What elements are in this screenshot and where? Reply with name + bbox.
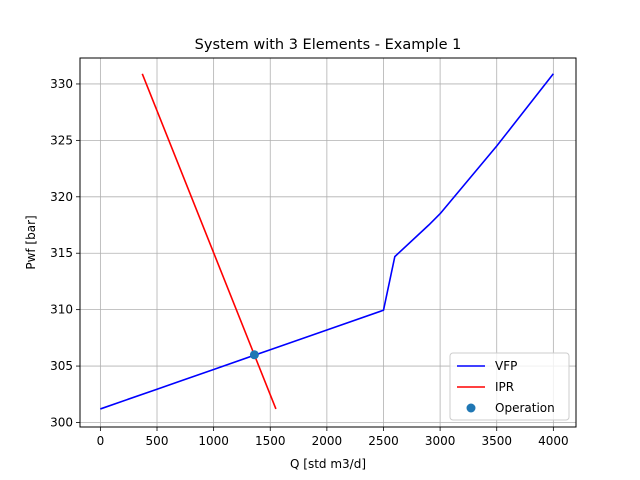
y-tick-label: 315 [50,246,73,260]
x-tick-label: 4000 [538,434,569,448]
x-tick-label: 1500 [255,434,286,448]
y-tick-label: 325 [50,133,73,147]
y-tick-label: 320 [50,190,73,204]
y-tick-label: 305 [50,359,73,373]
y-tick-label: 300 [50,415,73,429]
vfp-line [100,73,554,410]
y-tick-label: 310 [50,303,73,317]
x-tick-label: 0 [97,434,105,448]
x-tick-label: 2000 [312,434,343,448]
legend-label-ipr: IPR [495,380,514,394]
plot-area-frame [79,57,577,428]
plot-series [100,73,554,410]
legend: VFP IPR Operation [449,352,570,421]
legend-label-vfp: VFP [495,359,517,373]
legend-label-operation: Operation [495,401,555,415]
y-axis-label: Pwf [bar] [24,215,38,269]
x-tick-label: 1000 [198,434,229,448]
x-tick-label: 500 [146,434,169,448]
y-tick-label: 330 [50,77,73,91]
operation-point [249,350,259,360]
legend-swatch-operation [466,403,476,413]
x-tick-label: 2500 [368,434,399,448]
x-tick-label: 3000 [425,434,456,448]
x-tick-label: 3500 [481,434,512,448]
chart-title: System with 3 Elements - Example 1 [195,37,462,53]
x-axis-label: Q [std m3/d] [290,457,366,471]
legend-box [449,352,570,421]
axis-ticks: 0 500 1000 1500 2000 2500 3000 3500 4000 300 305 31… [50,77,569,448]
